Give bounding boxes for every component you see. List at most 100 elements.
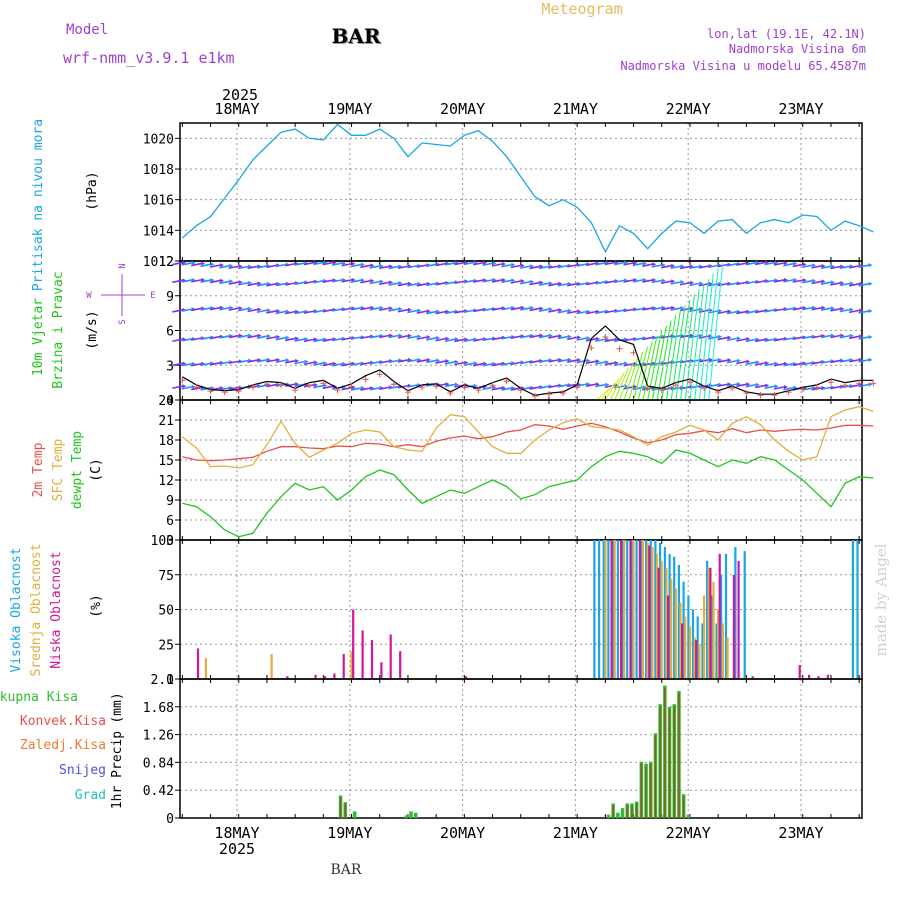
wind-barb bbox=[228, 386, 239, 391]
wind-barb bbox=[830, 359, 841, 364]
wind-barb bbox=[501, 306, 512, 311]
pressure-title: Pritisak na nivou mora bbox=[31, 119, 46, 291]
wind-barb bbox=[566, 310, 578, 315]
panels: 1012101410161018102003691236912151821240… bbox=[143, 122, 877, 827]
compass-s: S bbox=[118, 319, 128, 324]
mid_cloud-bar bbox=[613, 540, 616, 679]
wind-barb bbox=[613, 261, 625, 266]
wind-barb bbox=[454, 361, 465, 366]
wind-title-1: 10m Vjetar bbox=[31, 298, 46, 376]
wind-barb bbox=[642, 263, 653, 267]
low_cloud-bar bbox=[737, 560, 740, 679]
wind-barb bbox=[745, 280, 756, 285]
wind-barb bbox=[200, 307, 211, 311]
wind-barb bbox=[303, 261, 315, 266]
wind-gust-mark bbox=[419, 384, 426, 391]
wind-barb bbox=[660, 361, 672, 365]
wind-barb bbox=[548, 309, 559, 313]
wind-barb bbox=[360, 264, 371, 269]
wind-barb bbox=[284, 383, 296, 387]
wind-gust-mark bbox=[574, 384, 581, 391]
bottom-date-18MAY: 18MAY bbox=[214, 824, 259, 842]
low_cloud-bar bbox=[638, 540, 641, 679]
wind-barb bbox=[670, 307, 681, 311]
wind-barb bbox=[331, 308, 343, 312]
wind-barb bbox=[491, 279, 503, 283]
wind-arrowhead bbox=[840, 333, 845, 338]
wind-gust-mark bbox=[320, 380, 327, 387]
wind-barb bbox=[369, 265, 380, 269]
wind-barb bbox=[482, 386, 493, 391]
wind-arrowhead bbox=[661, 263, 666, 268]
cloud-ytick-label: 100 bbox=[151, 534, 174, 549]
wind-barb bbox=[811, 280, 822, 285]
wind-barb bbox=[519, 280, 531, 285]
wind-barb bbox=[726, 310, 738, 315]
wind-barb bbox=[529, 307, 540, 312]
model-name: wrf-nmm_v3.9.1 e1km bbox=[63, 49, 235, 67]
wind-arrowhead bbox=[454, 337, 459, 342]
wind-barb bbox=[764, 279, 775, 284]
wind-barb bbox=[482, 337, 493, 342]
wind-arrowhead bbox=[755, 360, 760, 365]
high_cloud-bar bbox=[607, 540, 610, 679]
wind-barb bbox=[773, 337, 785, 342]
low_cloud-bar bbox=[629, 540, 632, 679]
wind-gust-mark bbox=[179, 377, 186, 384]
wind-arrowhead bbox=[219, 263, 224, 268]
wind-barb bbox=[595, 383, 606, 388]
wind-barb bbox=[313, 362, 324, 366]
wind-barb bbox=[200, 387, 211, 391]
wind-barb bbox=[416, 264, 427, 268]
wind-arrowhead bbox=[765, 383, 770, 388]
wind-arrowhead bbox=[285, 309, 290, 314]
wind-fan-line bbox=[609, 372, 625, 401]
temperature-ytick-label: 3 bbox=[166, 534, 174, 549]
wind-arrowhead bbox=[417, 357, 422, 362]
wind-barb bbox=[501, 263, 512, 268]
wind-barb bbox=[510, 280, 521, 284]
pressure-ytick-label: 1018 bbox=[143, 163, 174, 178]
wind-barb bbox=[463, 279, 474, 284]
wind-barb bbox=[284, 262, 296, 267]
wind-barb bbox=[717, 310, 728, 315]
total_precip-bar bbox=[606, 814, 611, 818]
wind-arrowhead bbox=[407, 307, 412, 312]
wind-barb bbox=[275, 263, 286, 268]
wind-barb bbox=[322, 279, 333, 283]
top-date-19MAY: 19MAY bbox=[327, 100, 372, 118]
wind-barb bbox=[219, 335, 230, 339]
wind-barb bbox=[801, 279, 813, 284]
wind-fan-line bbox=[698, 273, 714, 401]
high_cloud-bar bbox=[593, 540, 596, 679]
wind-barb bbox=[754, 280, 766, 284]
wind-barb bbox=[538, 334, 550, 339]
wind-arrowhead bbox=[454, 359, 459, 364]
wind-fan-line bbox=[642, 336, 658, 401]
wind-barb bbox=[360, 306, 371, 311]
wind-barb bbox=[623, 279, 634, 283]
wind-arrowhead bbox=[445, 359, 450, 364]
wind-barb bbox=[425, 263, 437, 268]
wind-gust-mark bbox=[757, 392, 764, 399]
wind-barb bbox=[736, 281, 747, 286]
low_cloud-bar bbox=[389, 634, 392, 679]
wind-barb bbox=[736, 360, 747, 365]
wind-barb bbox=[331, 337, 343, 342]
wind-barb bbox=[219, 280, 230, 285]
conv-precip-bar bbox=[612, 805, 614, 818]
mid_cloud-bar bbox=[604, 540, 607, 679]
wind-arrowhead bbox=[464, 360, 469, 365]
low_cloud-bar bbox=[464, 676, 468, 679]
wind-barb bbox=[538, 282, 550, 286]
wind-arrowhead bbox=[266, 308, 271, 313]
wind-fan-line bbox=[675, 299, 691, 401]
wind-arrowhead bbox=[605, 360, 610, 365]
high_cloud-bar bbox=[673, 556, 676, 679]
wind-fan-line bbox=[600, 382, 616, 401]
wind-barb bbox=[425, 337, 437, 341]
wind-arrowhead bbox=[285, 358, 290, 363]
wind-ytick-label: 3 bbox=[166, 359, 174, 374]
wind-barb bbox=[773, 262, 785, 266]
wind-barb bbox=[303, 310, 315, 314]
